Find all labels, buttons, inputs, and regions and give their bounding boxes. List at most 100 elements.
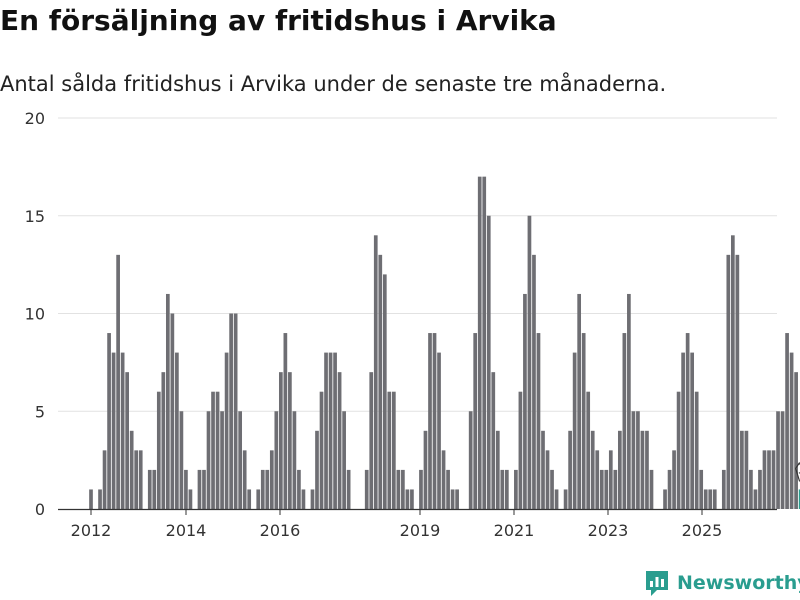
bar (256, 489, 261, 509)
bar (758, 469, 762, 509)
bar (690, 352, 695, 509)
bar (206, 411, 211, 509)
bar (789, 352, 794, 509)
x-tick-label: 2021 (494, 521, 535, 540)
bar (780, 411, 785, 509)
newsworthy-logo: Newsworthy (644, 569, 800, 597)
bar (410, 489, 414, 509)
bar (387, 391, 392, 509)
bar (776, 411, 780, 509)
bar (627, 293, 631, 509)
bar (283, 333, 288, 509)
bar (735, 254, 740, 509)
bar (224, 352, 229, 509)
gridlines (58, 117, 777, 412)
x-tick-label: 2025 (682, 521, 723, 540)
bar (437, 352, 441, 509)
newsworthy-logo-icon (646, 571, 668, 596)
bar (265, 469, 270, 509)
bar (342, 411, 346, 509)
bar (495, 430, 500, 509)
axes: 0 5 10 15 20 1 2012 2014 2016 2019 2021 2023 2025 (25, 109, 800, 540)
bar (762, 450, 767, 509)
chart-subtitle: Antal sålda fritidshus i Arvika under de… (0, 72, 667, 96)
bar (694, 391, 699, 509)
bar (568, 430, 572, 509)
bar (278, 372, 283, 509)
bar (681, 352, 685, 509)
bar (523, 293, 527, 509)
bar (116, 254, 120, 509)
bar (771, 450, 776, 509)
bar (685, 333, 690, 509)
bar (138, 450, 143, 509)
y-tick-label: 15 (25, 207, 45, 226)
bars (89, 176, 800, 510)
y-tick-label: 10 (25, 305, 45, 324)
bar (188, 489, 193, 509)
bar (129, 430, 134, 509)
bar (446, 469, 450, 509)
bar (161, 372, 166, 509)
x-tick-label: 2012 (71, 521, 112, 540)
bar (667, 469, 672, 509)
bar (595, 450, 600, 509)
bar (721, 469, 726, 509)
bar (125, 372, 130, 509)
bar-chart: 0 5 10 15 20 1 2012 2014 2016 2019 2021 2023 2025 (25, 109, 800, 540)
bar (532, 254, 536, 509)
bar (744, 430, 749, 509)
bar (297, 469, 301, 509)
bar (599, 469, 604, 509)
annotation-pointer (794, 462, 800, 482)
bar (202, 469, 206, 509)
bar (703, 489, 708, 509)
bar (324, 352, 328, 509)
bar (730, 235, 735, 510)
bar (98, 489, 102, 509)
x-tick-label: 2019 (400, 521, 441, 540)
bar (369, 372, 374, 509)
bar (477, 176, 482, 509)
newsworthy-logo-text: Newsworthy (677, 572, 800, 594)
bar (541, 430, 545, 509)
bar (455, 489, 459, 509)
bar (215, 391, 220, 509)
bar (269, 450, 274, 509)
bar (147, 469, 152, 509)
bar (175, 352, 179, 509)
bar (785, 333, 789, 509)
bar (749, 469, 753, 509)
bar (645, 430, 649, 509)
bar (500, 469, 505, 509)
bar (486, 215, 491, 509)
bar (450, 489, 455, 509)
bar (319, 391, 324, 509)
bar (708, 489, 713, 509)
annotation-label: 1 (797, 461, 800, 477)
bar (391, 391, 396, 509)
y-tick-label: 20 (25, 109, 45, 128)
chart-title: En försäljning av fritidshus i Arvika (0, 4, 557, 37)
bar (613, 469, 618, 509)
bar (536, 333, 541, 509)
bar (346, 469, 351, 509)
bar (577, 293, 582, 509)
y-tick-label: 5 (35, 402, 45, 421)
bar (247, 489, 252, 509)
bar (260, 469, 265, 509)
bar (527, 215, 532, 509)
bar (794, 372, 798, 509)
bar (676, 391, 681, 509)
bar (740, 430, 744, 509)
bar (581, 333, 586, 509)
bar (468, 411, 473, 509)
bar (405, 489, 410, 509)
bar (102, 450, 107, 509)
bar (672, 450, 676, 509)
bar (518, 391, 523, 509)
x-tick-label: 2016 (260, 521, 301, 540)
bar (378, 254, 383, 509)
bar (663, 489, 667, 509)
bar (89, 489, 93, 509)
